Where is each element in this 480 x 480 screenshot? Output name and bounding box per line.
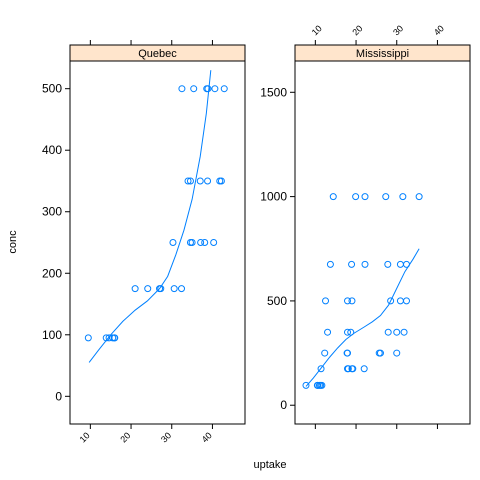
smooth-line-mississippi xyxy=(305,248,420,387)
point-mississippi-22 xyxy=(393,328,401,336)
point-mississippi-40 xyxy=(399,193,407,201)
y-tick-label-left-3: 300 xyxy=(42,205,62,219)
point-quebec-20 xyxy=(196,177,204,185)
y-tick-label-left-4: 400 xyxy=(42,143,62,157)
point-quebec-29 xyxy=(220,85,228,93)
point-mississippi-9 xyxy=(349,365,357,373)
y-tick-label-left-2: 200 xyxy=(42,266,62,280)
point-quebec-25 xyxy=(190,85,198,93)
y-tick-label-right-1: 500 xyxy=(267,294,287,308)
y-axis-label: conc xyxy=(7,230,19,254)
point-mississippi-25 xyxy=(344,297,351,305)
panel-quebec: Quebec xyxy=(69,44,246,425)
points-quebec xyxy=(84,85,228,342)
point-mississippi-24 xyxy=(322,297,330,305)
point-mississippi-34 xyxy=(396,260,404,268)
point-quebec-14 xyxy=(188,239,196,246)
point-quebec-19 xyxy=(186,177,194,185)
point-mississippi-32 xyxy=(361,260,369,268)
x-tick-label-top-2: 30 xyxy=(391,23,405,37)
smooth-line-quebec xyxy=(88,70,212,363)
axes: 0 100 200 300 400 500 0 500 1000 1500 10 10 20 20 30 30… xyxy=(42,23,446,444)
point-mississippi-39 xyxy=(382,193,390,201)
panel-frame-mississippi xyxy=(294,60,471,425)
strip-label-quebec: Quebec xyxy=(138,48,177,60)
point-quebec-17 xyxy=(210,239,218,246)
points-mississippi xyxy=(302,193,423,389)
point-mississippi-27 xyxy=(387,297,395,305)
point-quebec-15 xyxy=(197,239,205,246)
point-quebec-7 xyxy=(144,285,152,293)
y-tick-label-left-5: 500 xyxy=(42,82,62,96)
point-mississippi-21 xyxy=(384,328,392,336)
point-quebec-11 xyxy=(178,285,186,293)
point-mississippi-33 xyxy=(384,260,392,268)
point-mississippi-10 xyxy=(360,365,368,373)
point-mississippi-31 xyxy=(348,260,356,268)
panel-mississippi: Mississippi xyxy=(294,44,471,425)
point-quebec-23 xyxy=(217,177,225,185)
point-mississippi-23 xyxy=(400,328,408,336)
point-quebec-10 xyxy=(170,285,178,293)
point-quebec-24 xyxy=(178,85,186,93)
point-mississippi-11 xyxy=(344,365,352,373)
strip-label-mississippi: Mississippi xyxy=(356,48,409,60)
x-tick-label-bottom-3: 40 xyxy=(200,430,214,444)
point-mississippi-28 xyxy=(396,297,404,305)
point-quebec-16 xyxy=(201,239,209,246)
point-mississippi-6 xyxy=(317,365,325,373)
x-tick-label-top-0: 10 xyxy=(310,23,324,37)
y-tick-label-right-2: 1000 xyxy=(260,190,287,204)
x-tick-label-top-1: 20 xyxy=(350,23,364,37)
point-mississippi-30 xyxy=(326,260,334,268)
point-mississippi-19 xyxy=(344,328,351,336)
point-quebec-18 xyxy=(184,177,192,185)
point-mississippi-41 xyxy=(415,193,423,201)
point-quebec-9 xyxy=(157,285,165,293)
y-tick-label-left-1: 100 xyxy=(42,328,62,342)
point-mississippi-38 xyxy=(361,193,369,201)
panel-frame-quebec xyxy=(69,60,246,425)
point-mississippi-12 xyxy=(321,349,329,357)
point-quebec-28 xyxy=(211,85,219,93)
point-mississippi-17 xyxy=(393,349,401,357)
point-quebec-0 xyxy=(84,334,92,342)
point-mississippi-5 xyxy=(318,381,326,389)
point-quebec-6 xyxy=(131,285,139,293)
x-tick-label-top-3: 40 xyxy=(432,23,446,37)
point-mississippi-36 xyxy=(329,193,337,201)
point-mississippi-18 xyxy=(324,328,332,336)
x-tick-label-bottom-1: 20 xyxy=(118,430,132,444)
x-tick-label-bottom-2: 30 xyxy=(159,430,173,444)
point-quebec-21 xyxy=(204,177,212,185)
point-quebec-27 xyxy=(204,85,212,93)
point-mississippi-29 xyxy=(403,297,411,305)
y-tick-label-right-3: 1500 xyxy=(260,85,287,99)
point-quebec-12 xyxy=(169,239,177,246)
y-tick-label-left-0: 0 xyxy=(55,389,62,403)
x-tick-label-bottom-0: 10 xyxy=(78,430,92,444)
point-mississippi-37 xyxy=(352,193,360,201)
y-tick-label-right-0: 0 xyxy=(280,398,287,412)
point-mississippi-26 xyxy=(348,297,356,305)
point-quebec-5 xyxy=(111,334,119,342)
x-axis-label: uptake xyxy=(253,459,286,471)
point-mississippi-16 xyxy=(376,349,384,357)
point-mississippi-14 xyxy=(343,349,351,357)
point-mississippi-0 xyxy=(302,381,310,389)
